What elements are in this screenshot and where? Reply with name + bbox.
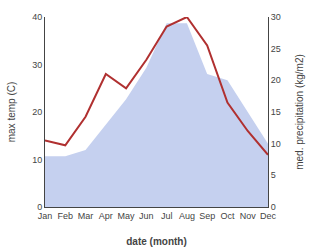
svg-text:Feb: Feb — [58, 211, 74, 221]
svg-text:Sep: Sep — [199, 211, 215, 221]
svg-text:Jul: Jul — [161, 211, 173, 221]
svg-text:Nov: Nov — [240, 211, 257, 221]
svg-text:date (month): date (month) — [126, 236, 187, 247]
svg-text:Oct: Oct — [220, 211, 235, 221]
svg-text:Aug: Aug — [179, 211, 195, 221]
svg-text:40: 40 — [32, 12, 42, 22]
svg-text:max temp (C): max temp (C) — [6, 82, 17, 143]
svg-text:30: 30 — [271, 12, 281, 22]
svg-text:0: 0 — [37, 202, 42, 212]
svg-text:Mar: Mar — [78, 211, 94, 221]
svg-text:25: 25 — [271, 44, 281, 54]
svg-text:May: May — [118, 211, 136, 221]
svg-text:Jun: Jun — [139, 211, 154, 221]
svg-text:med. precipitation (kg/m2): med. precipitation (kg/m2) — [294, 54, 305, 170]
svg-text:Jan: Jan — [38, 211, 53, 221]
svg-text:Apr: Apr — [99, 211, 113, 221]
svg-text:Dec: Dec — [260, 211, 277, 221]
svg-text:20: 20 — [271, 75, 281, 85]
svg-text:0: 0 — [271, 202, 276, 212]
svg-text:10: 10 — [271, 139, 281, 149]
svg-text:5: 5 — [271, 170, 276, 180]
svg-text:10: 10 — [32, 155, 42, 165]
svg-text:30: 30 — [32, 60, 42, 70]
svg-text:15: 15 — [271, 107, 281, 117]
svg-text:20: 20 — [32, 107, 42, 117]
